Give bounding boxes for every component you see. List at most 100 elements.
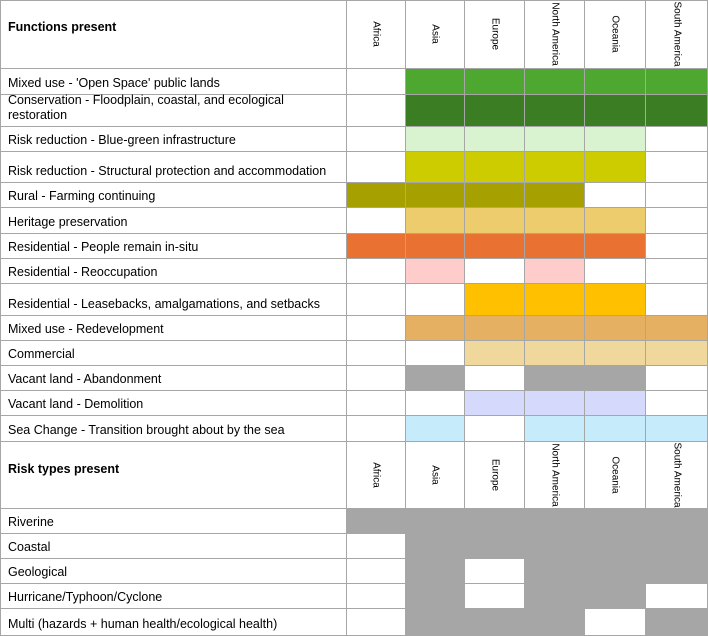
region-header: South America [646,442,708,509]
presence-cell [465,152,525,183]
presence-cell [525,316,585,341]
row-label: Risk reduction - Blue-green infrastructu… [0,127,347,152]
presence-cell [347,416,406,442]
presence-cell [585,534,646,559]
presence-cell [525,341,585,366]
presence-cell [585,69,646,95]
presence-cell [646,341,708,366]
presence-cell [525,366,585,391]
region-header: Asia [406,0,465,69]
presence-cell [347,316,406,341]
presence-cell [585,366,646,391]
presence-cell [347,69,406,95]
region-header-label: South America [671,442,682,508]
presence-cell [646,234,708,259]
presence-cell [465,366,525,391]
presence-cell [525,208,585,234]
row-label: Riverine [0,509,347,534]
presence-cell [585,316,646,341]
presence-cell [646,152,708,183]
row-label: Risk reduction - Structural protection a… [0,152,347,183]
presence-cell [525,234,585,259]
presence-cell [406,609,465,636]
row-label: Heritage preservation [0,208,347,234]
presence-cell [465,391,525,416]
presence-cell [525,95,585,127]
presence-cell [347,341,406,366]
presence-cell [465,609,525,636]
presence-cell [465,208,525,234]
presence-cell [646,69,708,95]
presence-cell [465,183,525,208]
presence-cell [525,183,585,208]
presence-cell [525,559,585,584]
presence-cell [406,584,465,609]
presence-cell [585,509,646,534]
presence-cell [465,284,525,316]
presence-cell [646,391,708,416]
presence-cell [347,284,406,316]
region-header: Africa [347,0,406,69]
row-label: Vacant land - Abandonment [0,366,347,391]
presence-cell [646,559,708,584]
presence-cell [465,559,525,584]
presence-cell [465,316,525,341]
presence-cell [646,509,708,534]
presence-cell [347,183,406,208]
presence-cell [406,284,465,316]
presence-cell [585,559,646,584]
presence-cell [646,259,708,284]
presence-cell [406,416,465,442]
presence-cell [585,341,646,366]
presence-cell [406,208,465,234]
region-header: Africa [347,442,406,509]
presence-cell [525,584,585,609]
row-label: Coastal [0,534,347,559]
presence-cell [585,584,646,609]
presence-cell [585,259,646,284]
presence-cell [585,208,646,234]
presence-cell [406,316,465,341]
presence-cell [646,183,708,208]
presence-cell [585,127,646,152]
region-header: Europe [465,0,525,69]
presence-cell [585,183,646,208]
presence-cell [347,584,406,609]
presence-cell [646,208,708,234]
presence-cell [465,95,525,127]
presence-cell [406,95,465,127]
region-header-label: Oceania [609,15,621,53]
presence-cell [347,234,406,259]
region-header: North America [525,442,585,509]
presence-cell [465,509,525,534]
presence-cell [406,69,465,95]
presence-cell [585,609,646,636]
presence-cell [347,366,406,391]
row-label: Rural - Farming continuing [0,183,347,208]
presence-cell [646,609,708,636]
row-label: Vacant land - Demolition [0,391,347,416]
presence-cell [646,95,708,127]
presence-cell [406,234,465,259]
presence-cell [585,234,646,259]
presence-cell [525,259,585,284]
region-header-label: Africa [370,462,382,488]
section-title: Risk types present [0,442,347,509]
region-header-label: Oceania [609,456,621,494]
region-header: Oceania [585,0,646,69]
row-label: Mixed use - Redevelopment [0,316,347,341]
presence-cell [347,152,406,183]
presence-cell [585,284,646,316]
presence-cell [347,259,406,284]
presence-cell [646,584,708,609]
presence-cell [347,509,406,534]
presence-cell [406,559,465,584]
presence-cell [646,127,708,152]
row-label: Commercial [0,341,347,366]
presence-cell [347,609,406,636]
presence-cell [406,259,465,284]
presence-cell [585,152,646,183]
region-header: Oceania [585,442,646,509]
presence-cell [465,341,525,366]
presence-cell [525,416,585,442]
